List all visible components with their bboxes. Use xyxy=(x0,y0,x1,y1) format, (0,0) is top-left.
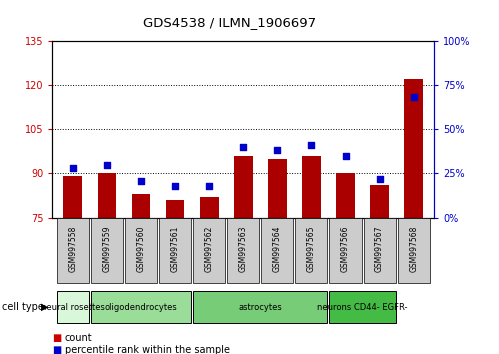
Bar xyxy=(166,200,185,218)
Text: GSM997560: GSM997560 xyxy=(137,226,146,272)
Point xyxy=(171,183,179,189)
Bar xyxy=(268,159,287,218)
Text: GSM997563: GSM997563 xyxy=(239,226,248,272)
Point xyxy=(376,176,384,182)
Point xyxy=(103,162,111,167)
Text: astrocytes: astrocytes xyxy=(239,303,282,312)
FancyBboxPatch shape xyxy=(57,218,89,282)
FancyBboxPatch shape xyxy=(159,218,191,282)
FancyBboxPatch shape xyxy=(364,218,396,282)
Text: percentile rank within the sample: percentile rank within the sample xyxy=(65,346,230,354)
Point xyxy=(341,153,349,159)
Point xyxy=(273,148,281,153)
Point xyxy=(239,144,247,150)
FancyBboxPatch shape xyxy=(295,218,327,282)
FancyBboxPatch shape xyxy=(193,291,327,323)
Text: GSM997567: GSM997567 xyxy=(375,226,384,272)
Point xyxy=(137,178,145,183)
FancyBboxPatch shape xyxy=(227,218,259,282)
Bar xyxy=(200,197,219,218)
Text: GSM997568: GSM997568 xyxy=(409,226,418,272)
Text: ▶: ▶ xyxy=(41,302,49,312)
Text: GSM997562: GSM997562 xyxy=(205,226,214,272)
Bar xyxy=(98,173,116,218)
Text: cell type: cell type xyxy=(2,302,44,312)
Text: GDS4538 / ILMN_1906697: GDS4538 / ILMN_1906697 xyxy=(143,16,316,29)
FancyBboxPatch shape xyxy=(193,218,225,282)
Text: GSM997559: GSM997559 xyxy=(102,226,111,272)
Bar xyxy=(336,173,355,218)
Text: neural rosettes: neural rosettes xyxy=(41,303,105,312)
Text: ■: ■ xyxy=(52,333,62,343)
FancyBboxPatch shape xyxy=(57,291,89,323)
FancyBboxPatch shape xyxy=(329,218,362,282)
Bar xyxy=(370,185,389,218)
Text: neurons CD44- EGFR-: neurons CD44- EGFR- xyxy=(317,303,408,312)
Text: oligodendrocytes: oligodendrocytes xyxy=(105,303,177,312)
Text: GSM997566: GSM997566 xyxy=(341,226,350,272)
Text: count: count xyxy=(65,333,92,343)
Point xyxy=(307,142,315,148)
FancyBboxPatch shape xyxy=(398,218,430,282)
Bar xyxy=(63,176,82,218)
Bar xyxy=(404,79,423,218)
Point xyxy=(69,165,77,171)
FancyBboxPatch shape xyxy=(261,218,293,282)
Text: GSM997558: GSM997558 xyxy=(68,226,77,272)
Text: GSM997565: GSM997565 xyxy=(307,226,316,272)
Text: GSM997561: GSM997561 xyxy=(171,226,180,272)
FancyBboxPatch shape xyxy=(91,291,191,323)
FancyBboxPatch shape xyxy=(91,218,123,282)
Point xyxy=(205,183,213,189)
Text: ■: ■ xyxy=(52,346,62,354)
FancyBboxPatch shape xyxy=(125,218,157,282)
FancyBboxPatch shape xyxy=(329,291,396,323)
Bar xyxy=(302,156,321,218)
Bar xyxy=(132,194,150,218)
Text: GSM997564: GSM997564 xyxy=(273,226,282,272)
Bar xyxy=(234,156,252,218)
Point xyxy=(410,95,418,100)
